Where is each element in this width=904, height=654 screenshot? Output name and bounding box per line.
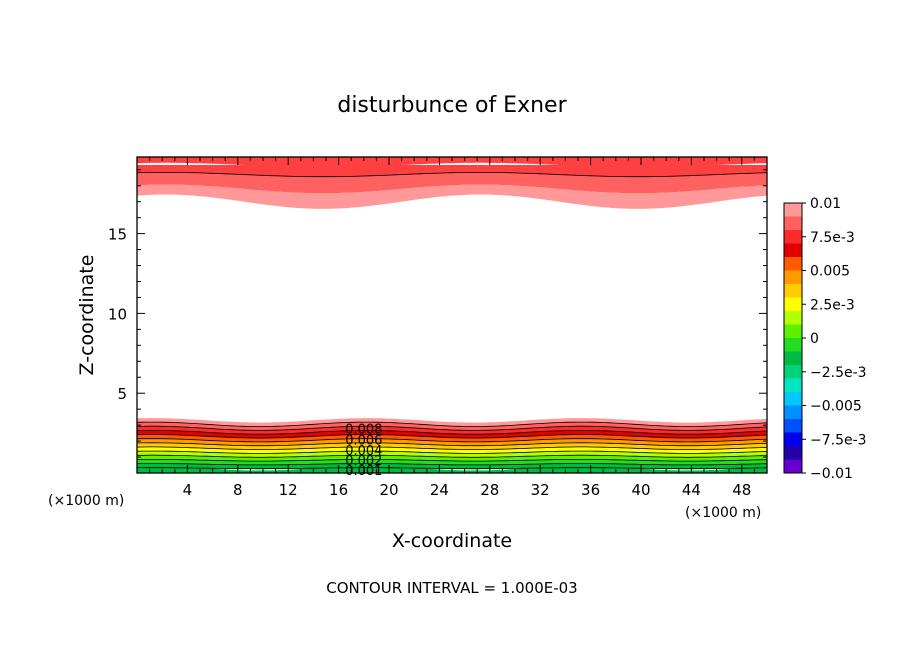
top-band xyxy=(137,157,767,168)
colorbar-label: −0.01 xyxy=(810,466,853,482)
y-tick-label: 5 xyxy=(117,385,127,403)
colorbar-swatch xyxy=(784,392,802,406)
contour-label: 0.008 xyxy=(345,422,382,437)
x-tick-label: 32 xyxy=(531,481,550,499)
contour-line xyxy=(137,446,767,450)
bottom-band xyxy=(137,438,767,446)
contour-label: 0.002 xyxy=(345,454,382,469)
colorbar-swatch xyxy=(784,378,802,393)
x-tick-label: 28 xyxy=(480,481,499,499)
y-tick-label: 15 xyxy=(108,226,127,244)
x-tick-label: 20 xyxy=(379,481,398,499)
colorbar-labels: 0.01 7.5e-3 0.005 2.5e-3 0 −2.5e-3 −0.005 −7.5e… xyxy=(802,196,867,482)
colorbar-label: −2.5e-3 xyxy=(810,365,867,381)
colorbar-swatch xyxy=(784,230,802,244)
colorbar-swatch xyxy=(784,365,802,379)
contour-line xyxy=(137,463,767,466)
contour-line xyxy=(137,467,767,470)
colorbar-label: −0.005 xyxy=(810,399,862,415)
x-tick-label: 12 xyxy=(279,481,298,499)
contour-line xyxy=(137,450,767,454)
colorbar-swatch xyxy=(784,419,802,433)
colorbar-swatch xyxy=(784,270,802,285)
colorbar-swatch xyxy=(784,351,802,366)
contour-lines xyxy=(137,172,767,470)
top-band xyxy=(137,172,767,194)
contour-line xyxy=(137,454,767,458)
contour-interval-note: CONTOUR INTERVAL = 1.000E-03 xyxy=(326,579,577,597)
bottom-band xyxy=(137,418,767,427)
bottom-band xyxy=(137,443,767,450)
colorbar-label: 0 xyxy=(810,331,819,347)
contour-line xyxy=(137,442,767,447)
y-tick-label: 10 xyxy=(108,305,127,323)
x-unit-left: (×1000 m) xyxy=(48,493,124,509)
bottom-band xyxy=(137,447,767,454)
contour-label: 0.004 xyxy=(345,444,382,459)
x-tick-labels: 4 8 12 16 20 24 28 32 36 40 44 48 xyxy=(183,481,752,499)
colorbar-swatch xyxy=(784,405,802,420)
contour-line xyxy=(137,459,767,462)
x-tick-label: 44 xyxy=(682,481,701,499)
x-tick-label: 8 xyxy=(233,481,243,499)
colorbar-swatch xyxy=(784,203,802,217)
colorbar-swatch xyxy=(784,311,802,325)
x-tick-label: 16 xyxy=(329,481,348,499)
colorbar-swatch xyxy=(784,324,802,339)
colorbar-swatch xyxy=(784,446,802,460)
chart-title: disturbunce of Exner xyxy=(337,93,567,118)
bottom-band xyxy=(137,451,767,458)
y-tick-labels: 5 10 15 xyxy=(108,226,127,404)
colorbar-swatch xyxy=(784,243,802,258)
colorbar-label: −7.5e-3 xyxy=(810,432,867,448)
colorbar-label: 0.01 xyxy=(810,196,841,212)
contour-line xyxy=(137,430,767,435)
bottom-band xyxy=(137,434,767,442)
colorbar-label: 0.005 xyxy=(810,264,850,280)
colorbar-swatch xyxy=(784,338,802,352)
x-tick-label: 36 xyxy=(581,481,600,499)
contour-line xyxy=(137,434,767,439)
colorbar-swatch xyxy=(784,432,802,447)
contour-label: 0.006 xyxy=(345,433,382,448)
contour-fields xyxy=(137,157,767,473)
contour-line xyxy=(137,425,767,431)
colorbar-swatch xyxy=(784,297,802,312)
x-tick-label: 48 xyxy=(732,481,751,499)
colorbar-swatch xyxy=(784,257,802,271)
colorbar-swatch xyxy=(784,459,802,474)
axis-ticks xyxy=(137,157,767,473)
x-axis-label: X-coordinate xyxy=(392,530,512,552)
contour-line xyxy=(137,172,767,178)
x-tick-label: 4 xyxy=(183,481,193,499)
colorbar xyxy=(783,202,803,474)
colorbar-swatch xyxy=(784,216,802,231)
colorbar-label: 2.5e-3 xyxy=(810,297,855,313)
contour-line xyxy=(137,421,767,427)
x-tick-label: 40 xyxy=(631,481,650,499)
x-tick-label: 24 xyxy=(430,481,449,499)
top-band xyxy=(137,165,767,177)
colorbar-label: 7.5e-3 xyxy=(810,230,855,246)
y-axis-label: Z-coordinate xyxy=(76,255,98,376)
contour-line xyxy=(137,438,767,443)
colorbar-swatch xyxy=(784,284,802,298)
bottom-band xyxy=(137,430,767,439)
x-unit-right: (×1000 m) xyxy=(685,505,761,521)
top-band xyxy=(137,184,767,209)
